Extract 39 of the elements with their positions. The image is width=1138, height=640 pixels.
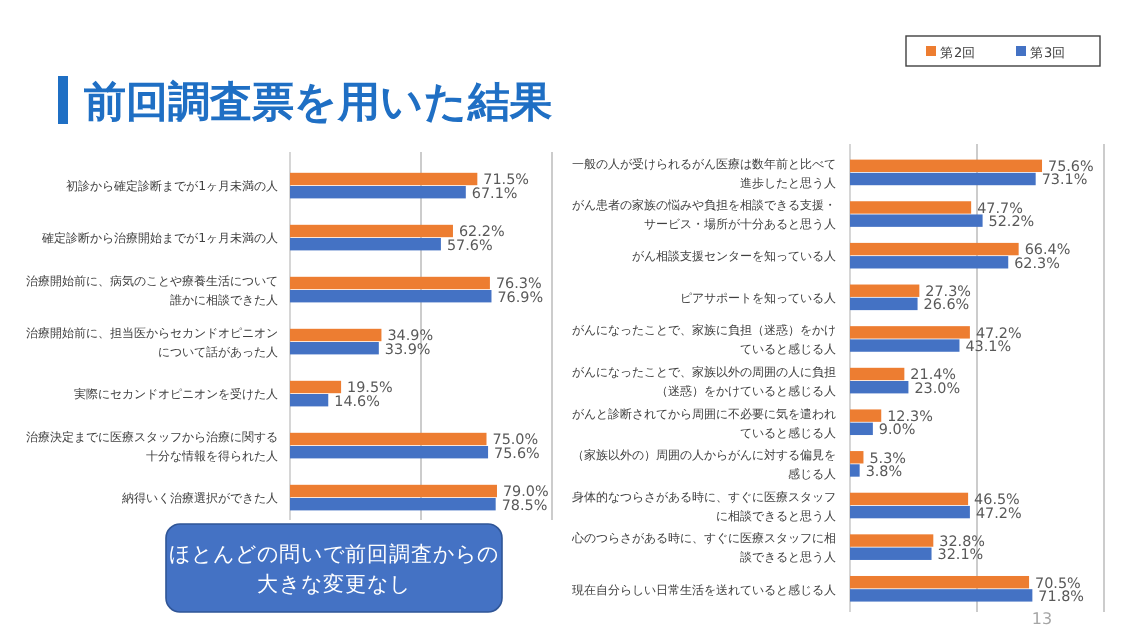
bar: [850, 367, 905, 381]
bar: [850, 422, 873, 436]
bar: [290, 342, 379, 355]
bar: [850, 172, 1036, 186]
bar: [290, 432, 487, 446]
bar: [850, 159, 1043, 173]
bar: [850, 547, 932, 560]
bar: [850, 575, 1030, 589]
bar: [850, 492, 969, 506]
bar: [850, 326, 970, 339]
bar: [850, 451, 864, 464]
bar: [850, 256, 1009, 269]
bar: [290, 186, 466, 199]
bar: [290, 224, 453, 238]
bar: [290, 380, 342, 394]
text: ほとんどの問いで前回調査からの大きな変更なし: [169, 541, 499, 597]
annotation: 13: [1031, 610, 1053, 628]
bar: [850, 505, 970, 519]
bar: [290, 290, 492, 303]
chart-title: 前回調査票を用いた結果: [82, 78, 552, 126]
bar: [850, 201, 972, 214]
bar: [850, 242, 1019, 256]
bar: [290, 498, 496, 511]
bar: [850, 464, 860, 477]
bar: [850, 534, 934, 547]
bar: [850, 339, 960, 352]
bar: [290, 484, 497, 498]
bar: [850, 297, 918, 311]
bar: [850, 284, 920, 297]
bar: [290, 172, 478, 186]
bar: [850, 589, 1033, 602]
bar: [290, 328, 382, 342]
bar: [850, 381, 909, 394]
bar: [290, 446, 489, 459]
bar: [290, 276, 490, 290]
bar: [290, 394, 329, 407]
bar: [290, 238, 441, 251]
bar: [850, 214, 983, 227]
bar: [850, 409, 882, 422]
